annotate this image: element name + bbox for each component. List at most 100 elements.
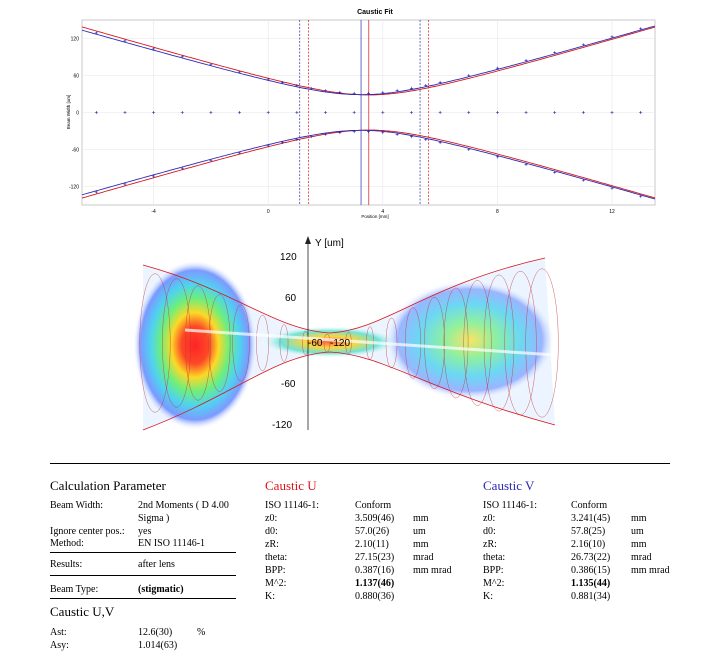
data-point [524,59,528,63]
data-point [180,55,184,59]
data-point [581,43,585,47]
beam-ring [256,314,269,372]
beam-ring [483,274,515,412]
data-point [152,111,156,114]
caustic-v-value: 26.73(22) [571,552,611,563]
y-tick-label: 60 [73,74,79,80]
data-point [381,131,385,135]
caustic-fit-plot: Caustic Fit -4 0 4 8 12 120 60 0 -60 -120 Positio… [66,9,656,219]
y-tick-label: 60 [285,293,297,304]
caustic-fit-chart: Caustic Fit -4 0 4 8 12 120 60 0 -60 -120 Positio… [0,0,711,230]
data-point [266,144,270,148]
asy-value: 1.014(63) [138,640,178,651]
x-tick-label: 8 [496,209,499,215]
results-label: Results: [50,559,83,570]
caustic-v-value: 0.881(34) [571,591,611,602]
caustic-u-value: 3.509(46) [355,513,395,524]
beam-ring [424,297,445,389]
caustic-v-label: zR: [483,539,497,550]
caustic-u-label: zR: [265,539,279,550]
data-point [553,51,557,55]
data-point [309,86,313,90]
caustic-u-unit: mrad [413,552,434,563]
beam-ring [208,294,231,392]
data-point [209,111,213,114]
caustic-u-value: Conform [355,500,392,511]
data-point [581,178,585,182]
beam-axis [184,328,556,357]
results-value: after lens [138,559,175,570]
beam-ring [463,280,492,406]
calc-rule-3 [50,598,236,599]
beam-intensity-right [385,280,555,400]
caustic-u-label: M^2: [265,578,287,589]
caustic-u-label: ISO 11146-1: [265,500,319,511]
caustic-u-label: theta: [265,552,288,563]
caustic-u-title: Caustic U [265,478,317,493]
data-point [495,66,499,70]
caustic-v-value: 2.16(10) [571,539,606,550]
data-point [266,111,270,114]
data-point [495,111,499,114]
data-point [324,132,328,136]
x-tick-label: 0 [267,209,270,215]
data-point [381,111,385,114]
data-point [352,130,356,134]
data-point [295,137,299,141]
data-point [152,47,156,51]
caustic-v-label: ISO 11146-1: [483,500,537,511]
caustic-u-label: d0: [265,526,278,537]
data-point [409,86,413,90]
data-point [352,91,356,95]
beam-ring [139,273,171,413]
beam-type-label: Beam Type: [50,584,99,595]
caustic-uv-title: Caustic U,V [50,604,115,619]
caustic-u-value: 0.387(16) [355,565,395,576]
data-point [295,84,299,88]
data-point [324,89,328,93]
caustic-u-value: 2.10(11) [355,539,389,550]
ignore-center-value: yes [138,526,152,537]
method-value: EN ISO 11146-1 [138,538,206,549]
data-point [281,141,285,145]
caustic-v-unit: mrad [631,552,652,563]
caustic-u-unit: um [413,526,426,537]
ignore-center-label: Ignore center pos.: [50,526,125,537]
data-point [438,80,442,84]
caustic-v-label: M^2: [483,578,505,589]
caustic-v-label: BPP: [483,565,504,576]
data-point [610,111,614,114]
data-point [610,35,614,39]
beam-ring [404,307,422,379]
data-point [266,77,270,81]
data-point [438,111,442,114]
data-point [395,132,399,136]
calc-rule-2 [50,575,236,576]
data-point [367,130,370,134]
beam-width-value: 2nd Moments ( D 4.00 [138,500,229,511]
caustic-u-unit: mm [413,513,429,524]
beam-ring [279,324,289,362]
data-point [581,111,585,114]
caustic-v-value: 1.135(44) [571,578,611,589]
data-point [180,111,184,114]
data-point [424,138,428,142]
data-point [495,155,499,159]
y-tick-label: -60 [72,148,79,154]
data-point [639,194,643,198]
data-point [467,111,471,114]
calc-title: Calculation Parameter [50,478,166,493]
x-tick-label: -4 [151,209,156,215]
data-point [209,62,213,66]
focus-markers [299,20,430,205]
data-point [553,170,557,174]
caustic-u-label: BPP: [265,565,286,576]
data-point [639,27,643,31]
x-axis-label: Position [mm] [361,214,388,219]
caustic-v-value: 57.8(25) [571,526,606,537]
measured-points [94,27,643,198]
data-point [324,111,328,114]
data-point [610,186,614,190]
caustic-v-unit: mm [631,539,647,550]
envelope-bottom [142,351,556,431]
